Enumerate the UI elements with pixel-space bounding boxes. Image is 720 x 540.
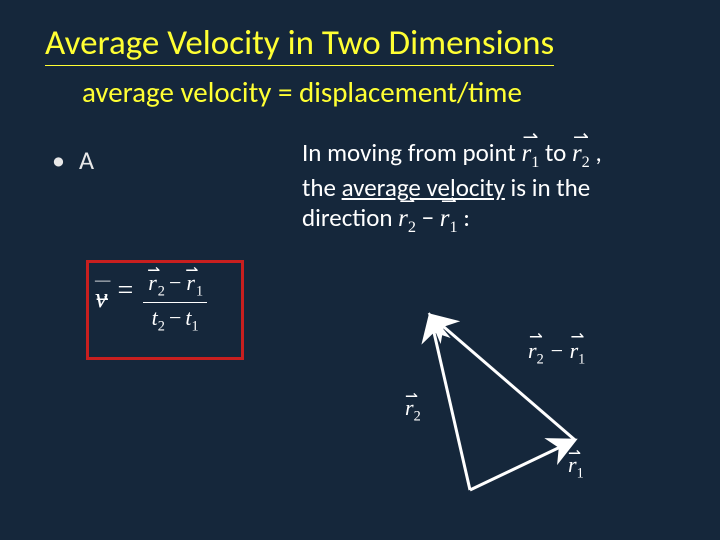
diagram-label-diff: ⇀r2 − ⇀r1 bbox=[528, 338, 585, 368]
slide-title: Average Velocity in Two Dimensions bbox=[45, 22, 554, 66]
vector-diagram: ⇀r1 ⇀r2 ⇀r2 − ⇀r1 bbox=[370, 280, 670, 510]
vector-diff-inline-r1: ⇀ r1 bbox=[440, 204, 458, 238]
para-text-1: In moving from point bbox=[302, 137, 516, 168]
fraction-numerator: ⇀r2−⇀r1 bbox=[143, 270, 207, 303]
fraction-denominator: t2−t1 bbox=[143, 303, 207, 335]
vector-arrow-icon: ⇀ bbox=[521, 129, 539, 148]
vector-r2-inline: ⇀ r2 bbox=[572, 139, 590, 173]
vector-arrow-icon: ⇀ bbox=[572, 129, 590, 148]
formula-fraction: ⇀r2−⇀r1 t2−t1 bbox=[143, 270, 207, 336]
vector-arrow-icon: ⇀ bbox=[440, 193, 458, 212]
para-comma: , bbox=[590, 137, 602, 168]
average-velocity-formula: —⇀ v = ⇀r2−⇀r1 t2−t1 bbox=[95, 270, 207, 336]
bullet-item: A bbox=[52, 144, 94, 176]
equals-sign: = bbox=[117, 275, 133, 306]
para-underlined: average velocity bbox=[342, 172, 505, 203]
vector-diff-inline: ⇀ r2 bbox=[398, 204, 416, 238]
description-paragraph: In moving from point ⇀ r1 to ⇀ r2 , the … bbox=[302, 138, 702, 237]
vector-diff-line bbox=[430, 315, 575, 440]
slide-subtitle: average velocity = displacement/time bbox=[82, 74, 522, 110]
vector-r2-line bbox=[430, 315, 470, 490]
vector-r1-line bbox=[470, 440, 575, 490]
formula-vbar: —⇀ v bbox=[95, 283, 107, 315]
para-colon: : bbox=[458, 202, 470, 233]
diagram-label-r1: ⇀r1 bbox=[568, 452, 584, 482]
vector-r1-inline: ⇀ r1 bbox=[521, 139, 539, 173]
para-text-2b: is in the bbox=[505, 172, 590, 203]
vector-arrow-icon: ⇀ bbox=[398, 193, 416, 212]
para-text-2a: the bbox=[302, 172, 342, 203]
bar-arrow-icon: —⇀ bbox=[95, 272, 107, 309]
para-text-3: direction bbox=[302, 202, 398, 233]
para-to: to bbox=[545, 137, 572, 168]
diagram-label-r2: ⇀r2 bbox=[405, 395, 421, 425]
